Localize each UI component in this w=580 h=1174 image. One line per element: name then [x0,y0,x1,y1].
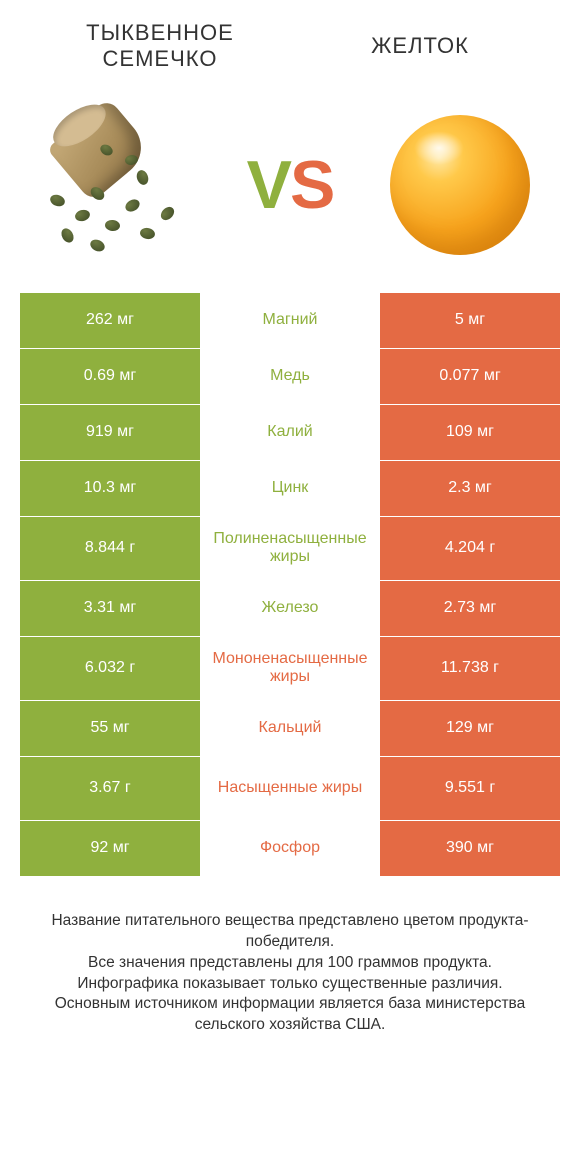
nutrient-label: Железо [200,581,380,636]
left-value: 3.31 мг [20,581,200,636]
right-value: 0.077 мг [380,349,560,404]
comparison-table: 262 мгМагний5 мг0.69 мгМедь0.077 мг919 м… [0,293,580,877]
left-value: 3.67 г [20,757,200,820]
table-row: 92 мгФосфор390 мг [20,821,560,877]
left-value: 92 мг [20,821,200,876]
left-value: 0.69 мг [20,349,200,404]
left-value: 262 мг [20,293,200,348]
header: ТЫКВЕННОЕ СЕМЕЧКО ЖЕЛТОК [0,0,580,83]
right-value: 109 мг [380,405,560,460]
vs-v: V [247,147,290,223]
nutrient-label: Цинк [200,461,380,516]
nutrient-label: Насыщенные жиры [200,757,380,820]
table-row: 10.3 мгЦинк2.3 мг [20,461,560,517]
footer-line: Все значения представлены для 100 граммо… [28,953,552,974]
image-row: VS [0,83,580,293]
right-value: 390 мг [380,821,560,876]
right-product-title: ЖЕЛТОК [290,20,550,73]
vs-s: S [290,147,333,223]
footer-line: Название питательного вещества представл… [28,911,552,953]
right-value: 129 мг [380,701,560,756]
table-row: 3.67 гНасыщенные жиры9.551 г [20,757,560,821]
right-value: 9.551 г [380,757,560,820]
table-row: 6.032 гМононенасыщенные жиры11.738 г [20,637,560,701]
egg-yolk-icon [370,100,550,270]
table-row: 0.69 мгМедь0.077 мг [20,349,560,405]
left-product-title: ТЫКВЕННОЕ СЕМЕЧКО [30,20,290,73]
nutrient-label: Магний [200,293,380,348]
left-value: 10.3 мг [20,461,200,516]
left-value: 8.844 г [20,517,200,580]
nutrient-label: Кальций [200,701,380,756]
right-value: 11.738 г [380,637,560,700]
table-row: 55 мгКальций129 мг [20,701,560,757]
footer-line: Основным источником информации является … [28,994,552,1036]
nutrient-label: Медь [200,349,380,404]
right-value: 5 мг [380,293,560,348]
right-value: 2.73 мг [380,581,560,636]
left-value: 6.032 г [20,637,200,700]
nutrient-label: Фосфор [200,821,380,876]
nutrient-label: Калий [200,405,380,460]
table-row: 919 мгКалий109 мг [20,405,560,461]
table-row: 3.31 мгЖелезо2.73 мг [20,581,560,637]
nutrient-label: Мононенасыщенные жиры [200,637,380,700]
table-row: 262 мгМагний5 мг [20,293,560,349]
left-value: 55 мг [20,701,200,756]
left-value: 919 мг [20,405,200,460]
nutrient-label: Полиненасыщенные жиры [200,517,380,580]
vs-label: VS [247,146,334,224]
footer-note: Название питательного вещества представл… [0,877,580,1037]
right-value: 4.204 г [380,517,560,580]
pumpkin-seeds-icon [30,100,210,270]
footer-line: Инфографика показывает только существенн… [28,974,552,995]
right-value: 2.3 мг [380,461,560,516]
table-row: 8.844 гПолиненасыщенные жиры4.204 г [20,517,560,581]
